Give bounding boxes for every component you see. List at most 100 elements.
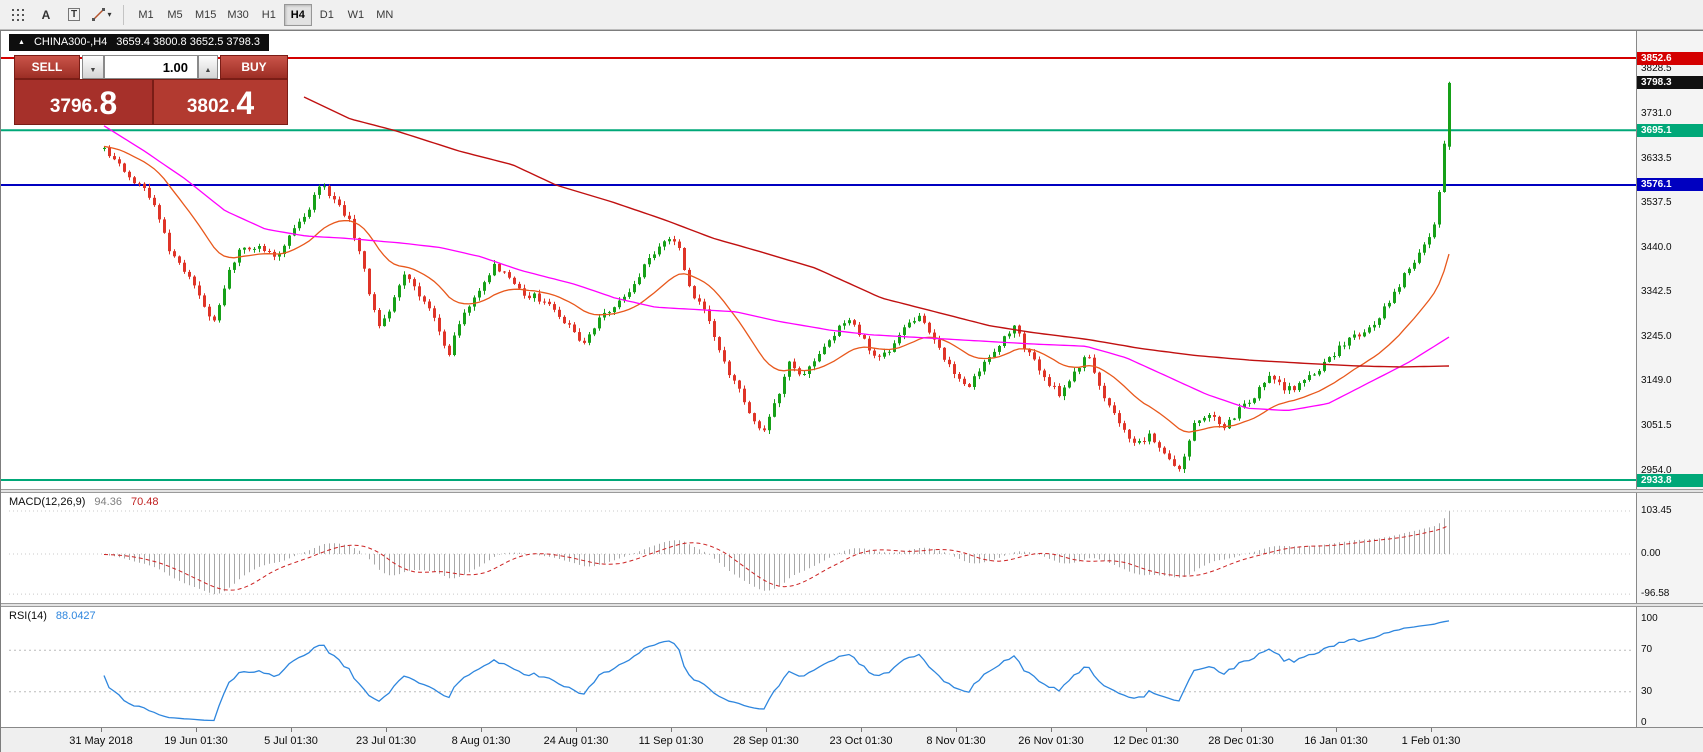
- price-axis-tick: 3149.0: [1641, 375, 1672, 387]
- price-axis-tick: 3537.5: [1641, 196, 1672, 208]
- price-axis[interactable]: 3828.5 3731.0 3633.5 3537.5 3440.0 3342.5 3245…: [1636, 31, 1703, 728]
- text-box-icon: T: [67, 8, 81, 21]
- macd-panel-splitter[interactable]: [1, 489, 1703, 493]
- buy-price-big-digit: 4: [236, 85, 255, 121]
- sell-button[interactable]: SELL: [14, 55, 80, 79]
- time-axis-tick: [1051, 728, 1052, 732]
- price-level-badge: 3695.1: [1637, 123, 1703, 137]
- rsi-axis-label: 70: [1641, 644, 1653, 656]
- buy-price-display[interactable]: 3802. 4: [153, 79, 288, 125]
- one-click-trading-panel: SELL ▼ ▲ BUY 3796.8 3802.4: [14, 55, 288, 125]
- price-axis-tick: 3342.5: [1641, 286, 1672, 298]
- draw-tools-button[interactable]: ▾: [89, 3, 115, 27]
- price-axis-tick: 3633.5: [1641, 152, 1672, 164]
- macd-axis-label: -96.58: [1641, 588, 1670, 600]
- macd-name: MACD(12,26,9): [9, 496, 86, 508]
- time-axis-tick: [1146, 728, 1147, 732]
- time-axis-label: 28 Dec 01:30: [1208, 735, 1274, 747]
- sell-price-big-digit: 8: [99, 85, 118, 121]
- timeframe-button-m30[interactable]: M30: [222, 4, 253, 26]
- price-level-badge: 3852.6: [1637, 51, 1703, 65]
- timeframe-button-h1[interactable]: H1: [255, 4, 283, 26]
- time-axis-tick: [481, 728, 482, 732]
- chart-canvas[interactable]: [1, 31, 1636, 727]
- rsi-axis-label: 100: [1641, 613, 1658, 624]
- current-price-badge: 3798.3: [1637, 76, 1703, 90]
- buy-button[interactable]: BUY: [220, 55, 288, 79]
- time-axis-label: 11 Sep 01:30: [638, 735, 704, 747]
- sell-button-label: SELL: [31, 60, 63, 74]
- buy-button-label: BUY: [241, 60, 267, 74]
- price-axis-tick: 2954.0: [1641, 464, 1672, 476]
- time-axis-tick: [1431, 728, 1432, 732]
- time-axis-tick: [1336, 728, 1337, 732]
- time-axis[interactable]: 31 May 2018 19 Jun 01:30 5 Jul 01:30 23 Jul…: [1, 727, 1703, 752]
- rsi-axis-label: 30: [1641, 685, 1653, 697]
- time-axis-label: 23 Oct 01:30: [829, 735, 893, 747]
- time-axis-label: 28 Sep 01:30: [733, 735, 799, 747]
- trendline-icon: [92, 8, 106, 21]
- price-axis-tick: 3051.5: [1641, 419, 1672, 431]
- time-axis-label: 5 Jul 01:30: [264, 735, 318, 747]
- volume-decrease-button[interactable]: ▼: [82, 55, 104, 79]
- volume-increase-button[interactable]: ▲: [198, 55, 218, 79]
- time-axis-tick: [576, 728, 577, 732]
- price-axis-tick: 3440.0: [1641, 241, 1672, 253]
- symbol-marker-icon: ▲: [18, 39, 25, 46]
- dropdown-caret-icon: ▾: [107, 10, 112, 19]
- macd-indicator-label: MACD(12,26,9) 94.36 70.48: [9, 496, 158, 508]
- ohlc-values: 3659.4 3800.8 3652.5 3798.3: [116, 36, 261, 48]
- time-axis-label: 26 Nov 01:30: [1018, 735, 1084, 747]
- timeframe-button-d1[interactable]: D1: [313, 4, 341, 26]
- time-axis-tick: [861, 728, 862, 732]
- time-axis-label: 16 Jan 01:30: [1304, 735, 1368, 747]
- macd-axis-label: 0.00: [1641, 548, 1661, 559]
- timeframe-toolbar: M1 M5 M15 M30 H1 H4 D1 W1 MN: [132, 3, 399, 26]
- timeframe-button-m15[interactable]: M15: [190, 4, 221, 26]
- time-axis-label: 12 Dec 01:30: [1113, 735, 1179, 747]
- time-axis-label: 1 Feb 01:30: [1401, 735, 1461, 747]
- time-axis-label: 8 Aug 01:30: [451, 735, 511, 747]
- macd-signal-value: 70.48: [130, 496, 159, 508]
- buy-price-main: 3802: [186, 96, 230, 117]
- chart-window: 3828.5 3731.0 3633.5 3537.5 3440.0 3342.5 3245…: [0, 30, 1703, 752]
- sell-price-display[interactable]: 3796. 8: [14, 79, 153, 125]
- text-box-tool-button[interactable]: T: [61, 3, 87, 27]
- time-axis-label: 24 Aug 01:30: [543, 735, 609, 747]
- timeframe-button-m1[interactable]: M1: [132, 4, 160, 26]
- macd-main-value: 94.36: [94, 496, 122, 508]
- spinner-down-icon: ▼: [89, 66, 97, 74]
- text-label-tool-button[interactable]: A: [33, 3, 59, 27]
- macd-axis-label: 103.45: [1641, 505, 1672, 516]
- time-axis-tick: [1241, 728, 1242, 732]
- toolbar-separator: [123, 4, 124, 25]
- symbol-ohlc-bar: ▲ CHINA300-,H4 3659.4 3800.8 3652.5 3798…: [9, 34, 270, 51]
- time-axis-tick: [766, 728, 767, 732]
- rsi-value: 88.0427: [55, 610, 96, 622]
- timeframe-button-w1[interactable]: W1: [342, 4, 370, 26]
- time-axis-label: 8 Nov 01:30: [926, 735, 986, 747]
- price-level-badge: 3576.1: [1637, 178, 1703, 192]
- price-axis-tick: 3828.5: [1641, 63, 1672, 75]
- time-axis-tick: [386, 728, 387, 732]
- rsi-name: RSI(14): [9, 610, 47, 622]
- main-toolbar: A T ▾ M1 M5 M15 M30 H1 H4 D1 W1 MN: [0, 0, 1703, 30]
- time-axis-label: 23 Jul 01:30: [356, 735, 416, 747]
- timeframe-button-m5[interactable]: M5: [161, 4, 189, 26]
- line-studies-button[interactable]: [5, 3, 31, 27]
- time-axis-label: 31 May 2018: [69, 735, 133, 747]
- spinner-up-icon: ▲: [204, 66, 212, 74]
- timeframe-button-mn[interactable]: MN: [371, 4, 399, 26]
- time-axis-tick: [671, 728, 672, 732]
- sell-price-main: 3796: [49, 96, 93, 117]
- rsi-panel-splitter[interactable]: [1, 603, 1703, 607]
- volume-input[interactable]: [104, 55, 198, 79]
- time-axis-tick: [291, 728, 292, 732]
- price-axis-tick: 3731.0: [1641, 107, 1672, 119]
- symbol-name: CHINA300-,H4: [33, 36, 108, 48]
- timeframe-button-h4[interactable]: H4: [283, 3, 312, 26]
- price-axis-tick: 3245.0: [1641, 331, 1672, 343]
- text-label-icon: A: [41, 7, 51, 22]
- rsi-indicator-label: RSI(14) 88.0427: [9, 610, 96, 622]
